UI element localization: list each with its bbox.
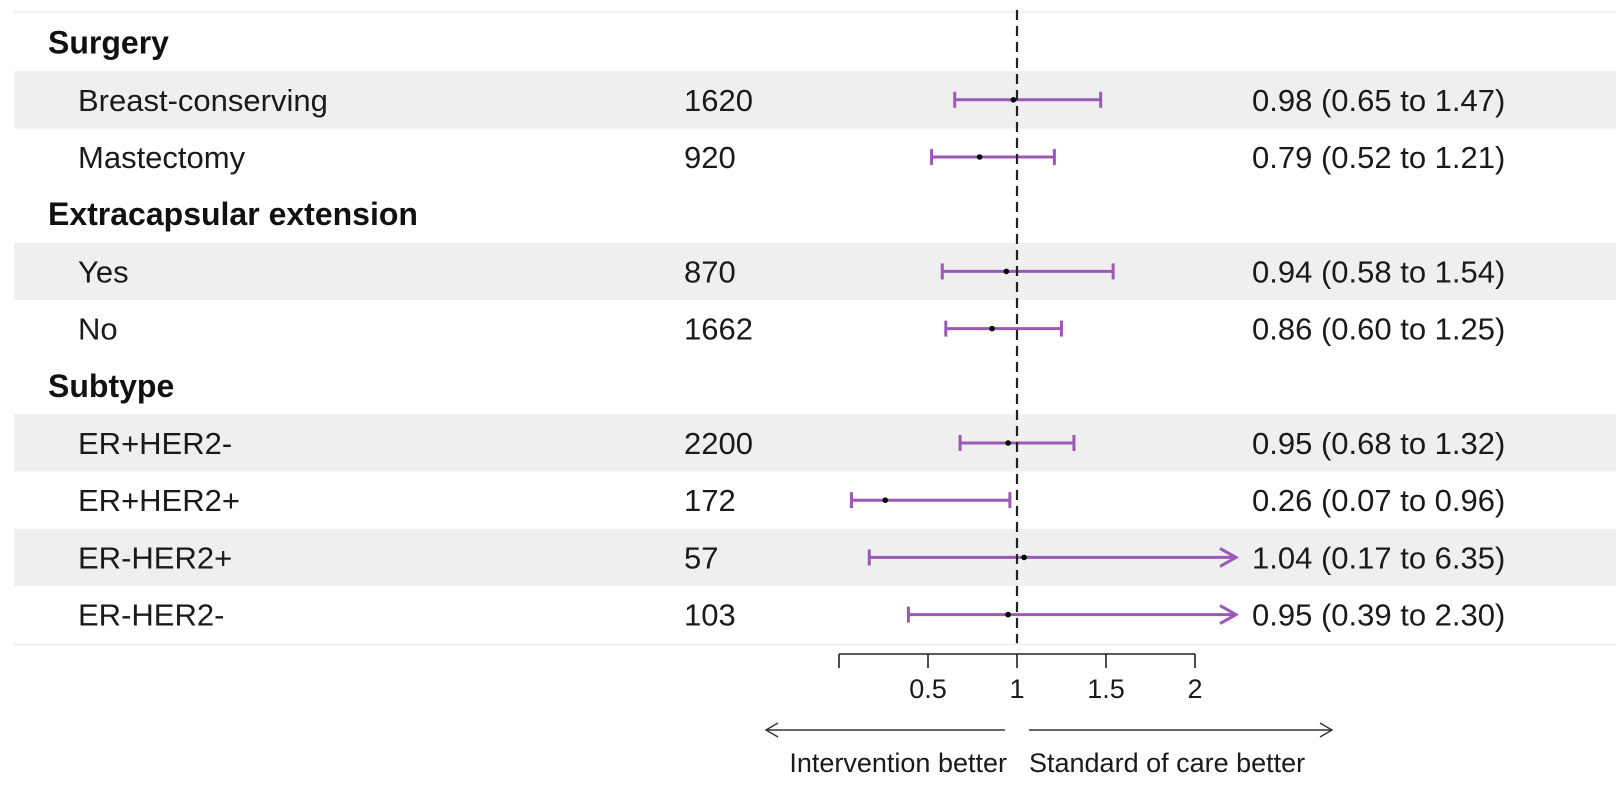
direction-labels: Intervention better Standard of care bet… bbox=[764, 722, 1334, 778]
row-estimate: 0.98 (0.65 to 1.47) bbox=[1252, 83, 1505, 118]
direction-left-label: Intervention better bbox=[789, 748, 1007, 778]
group-label: Extracapsular extension bbox=[48, 196, 418, 232]
x-axis: 0.5 1 1.5 2 bbox=[838, 653, 1203, 704]
point-estimate bbox=[882, 497, 889, 504]
row-n: 920 bbox=[684, 140, 736, 175]
row-label: ER+HER2- bbox=[78, 426, 232, 461]
row-n: 2200 bbox=[684, 426, 753, 461]
point-estimate bbox=[989, 325, 995, 332]
row-estimate: 1.04 (0.17 to 6.35) bbox=[1252, 540, 1505, 575]
direction-right-label: Standard of care better bbox=[1029, 748, 1305, 778]
point-estimate bbox=[1003, 268, 1010, 275]
row-stripes bbox=[14, 11, 1616, 645]
row-n: 103 bbox=[684, 598, 736, 633]
left-arrow-head bbox=[764, 722, 779, 738]
point-estimate bbox=[1005, 611, 1011, 618]
group-label: Surgery bbox=[48, 25, 169, 61]
point-estimate bbox=[1005, 440, 1011, 446]
row-label: Yes bbox=[78, 254, 129, 289]
group-label: Subtype bbox=[48, 368, 174, 404]
point-estimate bbox=[1010, 97, 1017, 103]
row-n: 870 bbox=[684, 254, 736, 289]
row-estimate: 0.86 (0.60 to 1.25) bbox=[1252, 312, 1505, 347]
row-estimate: 0.95 (0.39 to 2.30) bbox=[1252, 598, 1505, 633]
row-n: 1662 bbox=[684, 312, 753, 347]
point-estimate bbox=[976, 154, 983, 160]
right-arrow-head bbox=[1319, 722, 1334, 738]
row-estimate: 0.79 (0.52 to 1.21) bbox=[1252, 140, 1505, 175]
tick-label: 1 bbox=[1009, 674, 1024, 704]
point-estimate bbox=[1021, 554, 1027, 561]
row-estimate: 0.26 (0.07 to 0.96) bbox=[1252, 483, 1505, 518]
row-n: 172 bbox=[684, 483, 736, 518]
ci-arrow bbox=[1219, 547, 1240, 568]
forest-rows: Surgery Breast-conserving 1620 0.98 (0.65 t… bbox=[48, 10, 1505, 644]
row-label: ER+HER2+ bbox=[78, 483, 240, 518]
row-n: 1620 bbox=[684, 83, 753, 118]
row-stripe bbox=[14, 71, 1616, 129]
tick-label: 1.5 bbox=[1087, 674, 1125, 704]
row-label: ER-HER2+ bbox=[78, 540, 232, 575]
tick-label: 0.5 bbox=[909, 674, 947, 704]
row-label: Breast-conserving bbox=[78, 83, 328, 118]
row-stripe bbox=[14, 528, 1616, 586]
tick-label: 2 bbox=[1187, 674, 1202, 704]
row-stripe bbox=[14, 414, 1616, 472]
row-label: No bbox=[78, 312, 118, 347]
row-estimate: 0.94 (0.58 to 1.54) bbox=[1252, 254, 1505, 289]
row-estimate: 0.95 (0.68 to 1.32) bbox=[1252, 426, 1505, 461]
row-n: 57 bbox=[684, 540, 718, 575]
row-label: Mastectomy bbox=[78, 140, 246, 175]
row-stripe bbox=[14, 242, 1616, 300]
row-label: ER-HER2- bbox=[78, 598, 224, 633]
ci-arrow bbox=[1219, 604, 1240, 625]
